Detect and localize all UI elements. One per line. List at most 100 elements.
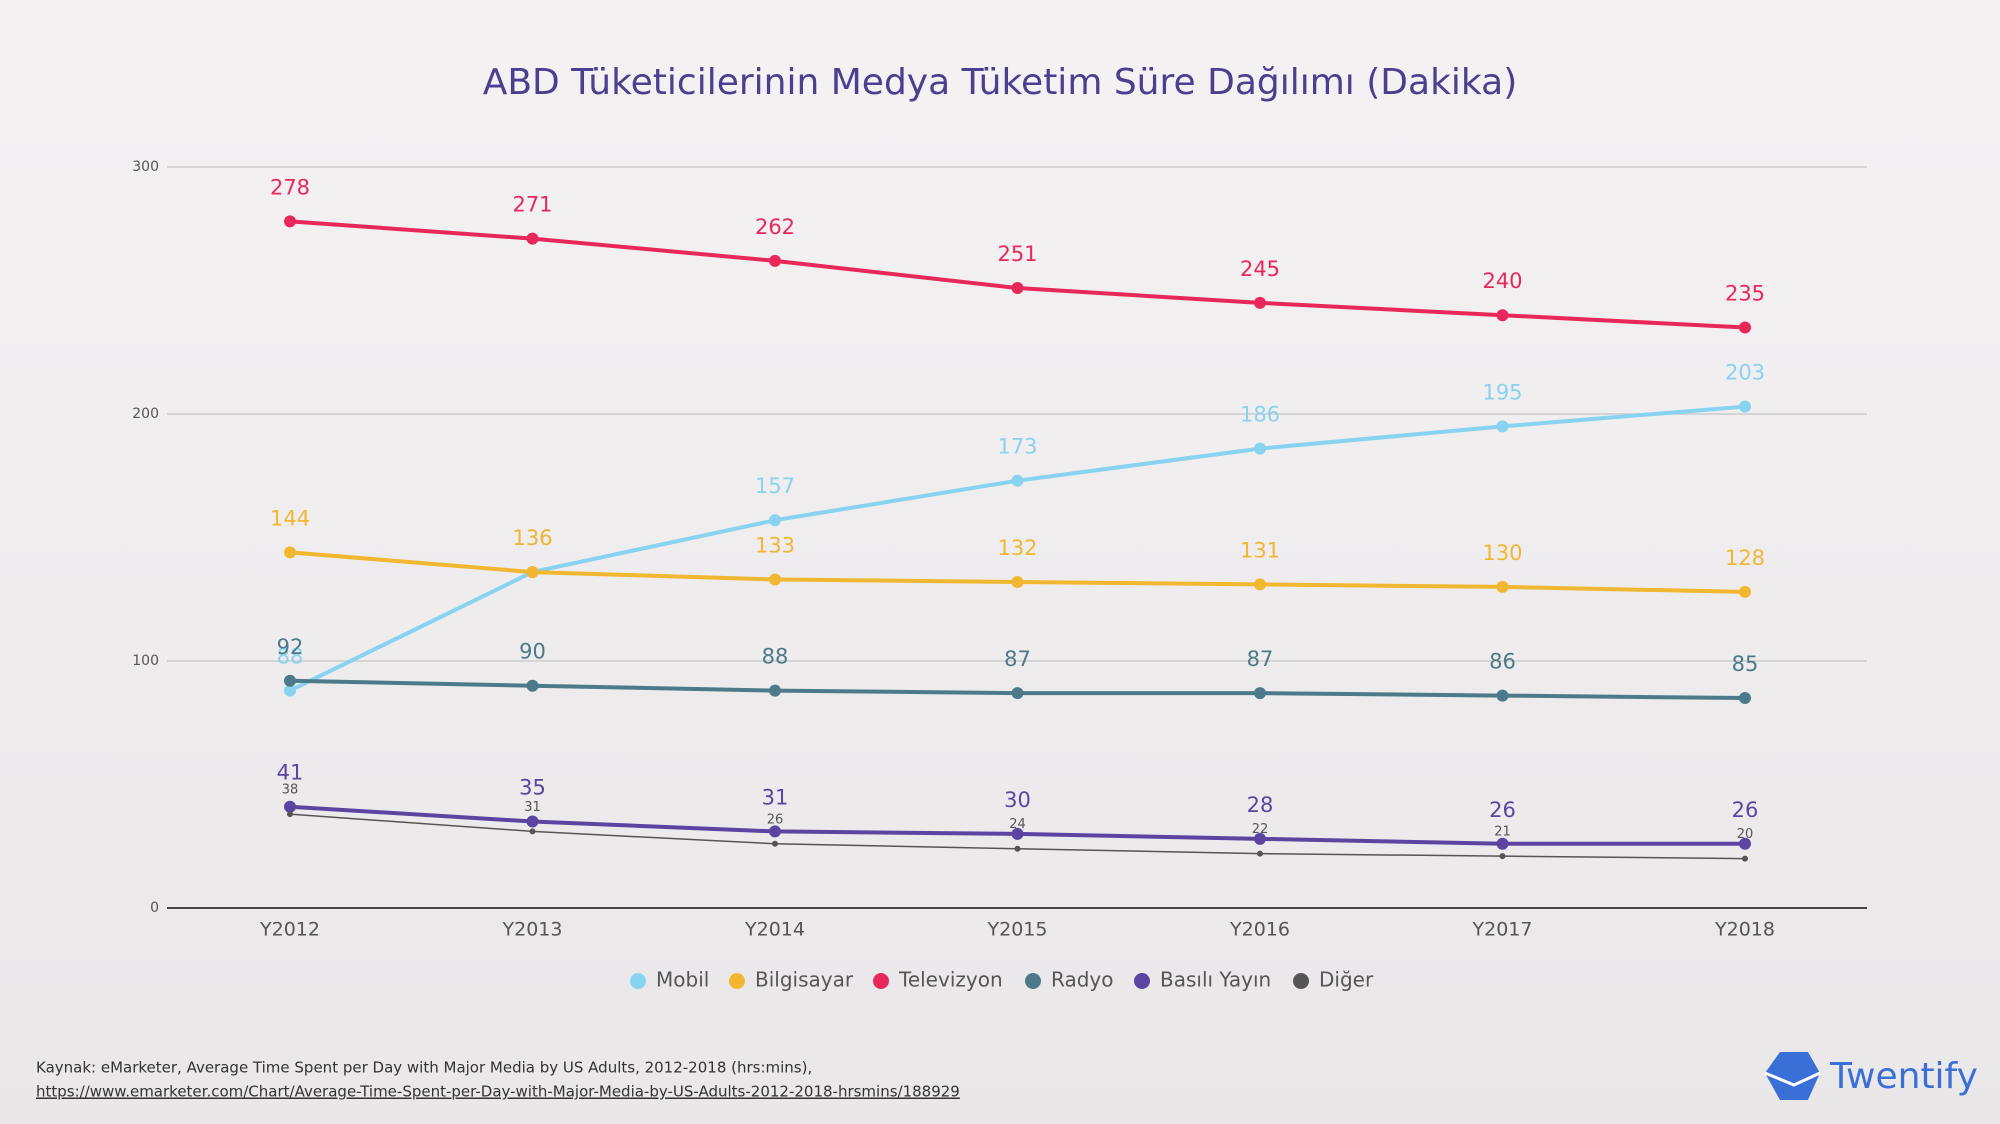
point [769, 254, 781, 267]
data-label: 262 [755, 215, 795, 239]
data-label: 30 [1004, 788, 1031, 812]
point [1496, 420, 1509, 433]
logo-icon [1765, 1052, 1820, 1100]
data-label: 26 [1489, 798, 1516, 822]
y-tick-label: 300 [132, 159, 159, 175]
point [1257, 850, 1263, 857]
point [1011, 282, 1024, 295]
data-label: 21 [1494, 825, 1511, 840]
data-label: 235 [1725, 282, 1765, 306]
legend-marker [1025, 973, 1041, 989]
data-label: 251 [997, 242, 1037, 266]
point [526, 679, 539, 692]
legend-marker [873, 973, 889, 989]
data-label: 132 [997, 536, 1037, 560]
brand-logo: Twentify [1764, 1052, 1978, 1100]
data-label: 31 [762, 785, 789, 809]
data-label: 35 [519, 776, 546, 800]
point [1739, 400, 1751, 413]
chart-title: ABD Tüketicilerinin Medya Tüketim Süre D… [483, 62, 1518, 103]
point [1739, 837, 1751, 850]
point [287, 811, 293, 818]
x-tick-label: Y2013 [502, 919, 563, 941]
data-label: 92 [277, 635, 304, 659]
data-label: 85 [1732, 652, 1759, 676]
point [772, 840, 778, 847]
data-label: 87 [1004, 647, 1031, 671]
data-label: 186 [1240, 403, 1280, 427]
data-label: 90 [519, 640, 546, 664]
point [769, 684, 781, 697]
data-label: 24 [1009, 817, 1026, 832]
data-label: 38 [282, 783, 299, 798]
point [1496, 837, 1509, 850]
point [1496, 309, 1509, 322]
data-label: 130 [1482, 541, 1522, 565]
point [1011, 474, 1024, 487]
x-tick-label: Y2016 [1229, 919, 1290, 941]
y-tick-label: 0 [150, 900, 159, 916]
data-label: 240 [1482, 269, 1522, 293]
data-label: 26 [767, 812, 784, 827]
data-label: 271 [512, 193, 552, 217]
point [1254, 296, 1266, 309]
legend-label: Radyo [1051, 968, 1113, 992]
x-tick-label: Y2014 [744, 919, 805, 941]
y-tick-label: 100 [132, 653, 159, 669]
y-tick-label: 200 [132, 406, 159, 422]
data-label: 28 [1247, 793, 1274, 817]
source: Kaynak: eMarketer, Average Time Spent pe… [36, 1059, 812, 1077]
point [1739, 692, 1751, 705]
point [1739, 321, 1751, 334]
point [1496, 580, 1509, 593]
x-tick-label: Y2018 [1714, 919, 1775, 941]
point [526, 815, 539, 828]
data-label: 20 [1737, 827, 1754, 842]
point [284, 546, 296, 559]
point [1499, 853, 1506, 860]
point [526, 232, 539, 245]
data-label: 136 [512, 526, 552, 550]
data-label: 31 [524, 800, 541, 815]
point [1254, 578, 1266, 591]
data-label: 195 [1482, 380, 1522, 404]
point [1011, 687, 1024, 700]
data-label: 86 [1489, 650, 1516, 674]
point [1742, 855, 1748, 862]
point [284, 674, 296, 687]
point [769, 573, 781, 586]
brand: Twentify [1829, 1056, 1978, 1097]
point [1496, 689, 1509, 702]
point [529, 828, 536, 835]
x-tick-label: Y2015 [987, 919, 1048, 941]
point [284, 800, 296, 813]
data-label: 157 [755, 474, 795, 498]
data-label: 87 [1247, 647, 1274, 671]
legend-label: Diğer [1319, 968, 1374, 992]
logo-icon-line [1764, 1071, 1821, 1087]
data-label: 245 [1240, 257, 1280, 281]
point [1011, 827, 1024, 840]
legend-marker [630, 973, 646, 989]
data-label: 136 [512, 526, 552, 550]
data-label: 26 [1732, 798, 1759, 822]
source-url[interactable]: https://www.emarketer.com/Chart/Average-… [36, 1083, 960, 1101]
point [1011, 575, 1024, 588]
point [526, 566, 539, 579]
point [284, 215, 296, 228]
data-label: 278 [270, 175, 310, 199]
legend-label: Basılı Yayın [1160, 968, 1271, 992]
point [1254, 832, 1266, 845]
data-label: 131 [1240, 538, 1280, 562]
data-label: 88 [762, 645, 789, 669]
x-tick-label: Y2017 [1472, 919, 1533, 941]
data-label: 41 [277, 761, 304, 785]
data-label: 128 [1725, 546, 1765, 570]
legend-label: Televizyon [898, 968, 1003, 992]
point [1739, 585, 1751, 598]
point [769, 514, 781, 527]
data-label: 144 [270, 506, 310, 530]
legend-marker [1293, 973, 1309, 989]
point [284, 684, 296, 697]
